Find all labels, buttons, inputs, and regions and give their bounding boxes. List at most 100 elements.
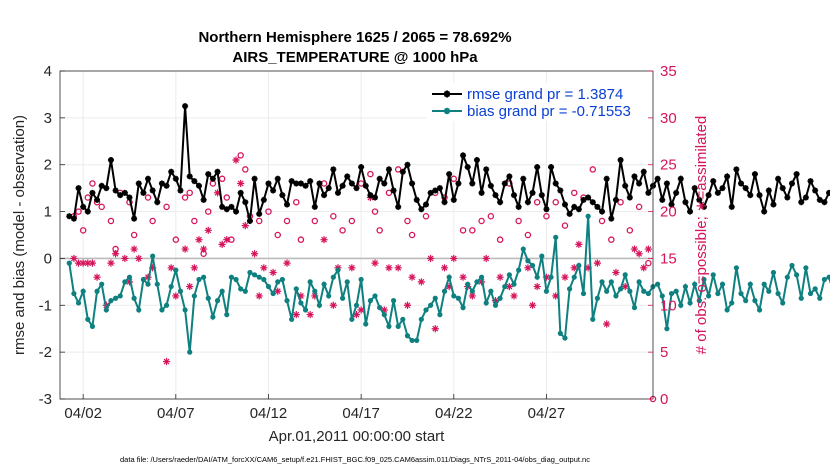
rmse-point <box>775 175 782 182</box>
rmse-point <box>223 206 230 213</box>
obs-possible-point <box>144 194 152 201</box>
rmse-point <box>816 196 823 203</box>
rmse-point <box>233 208 240 215</box>
rmse-point <box>608 215 615 222</box>
bias-point <box>622 272 628 278</box>
rmse-point <box>594 203 601 210</box>
rmse-point <box>260 196 267 203</box>
bias-point <box>784 274 790 280</box>
rmse-point <box>191 178 198 185</box>
rmse-point <box>89 189 96 196</box>
rmse-point <box>418 206 425 213</box>
obs-possible-point <box>533 198 541 206</box>
rmse-point <box>362 182 369 189</box>
obs-assimilated-point <box>459 273 467 281</box>
bias-point <box>455 295 462 301</box>
rmse-point <box>599 208 606 215</box>
obs-assimilated-point <box>394 264 402 272</box>
bias-point <box>655 281 661 287</box>
bias-point <box>270 290 276 297</box>
bias-point <box>562 335 568 341</box>
y-tick-label: -2 <box>39 344 52 361</box>
bias-point <box>682 283 689 290</box>
obs-possible-point <box>552 198 559 206</box>
bias-point <box>386 323 392 329</box>
rmse-point <box>673 189 680 196</box>
bias-point <box>659 293 665 299</box>
bias-point <box>196 276 202 283</box>
rmse-point <box>812 187 819 194</box>
rmse-point <box>112 187 119 194</box>
rmse-point <box>214 168 221 175</box>
obs-possible-point <box>163 203 170 211</box>
bias-point <box>326 293 332 299</box>
y2-tick-label: 5 <box>660 344 668 361</box>
obs-possible-point <box>186 189 193 197</box>
rmse-point <box>687 208 694 215</box>
obs-possible-point <box>635 203 643 211</box>
bias-point <box>529 262 536 269</box>
rmse-point <box>413 196 420 203</box>
obs-possible-point <box>330 213 337 220</box>
y2-tick-label: 30 <box>660 110 677 127</box>
rmse-point <box>515 203 522 210</box>
rmse-point <box>385 166 392 173</box>
rmse-point <box>770 201 777 208</box>
bias-point <box>187 349 193 355</box>
rmse-point <box>103 185 110 192</box>
x-tick-label: 04/02 <box>64 405 102 422</box>
bias-point <box>367 298 373 304</box>
bias-point <box>349 316 355 322</box>
rmse-point <box>158 180 165 187</box>
bias-point <box>733 265 739 271</box>
bias-point <box>140 276 146 283</box>
rmse-point <box>372 194 379 201</box>
rmse-point <box>265 180 272 187</box>
obs-assimilated-point <box>630 245 639 253</box>
obs-possible-point <box>181 194 189 201</box>
rmse-point <box>566 210 573 217</box>
x-axis-label: Apr.01,2011 00:00:00 start <box>269 428 446 445</box>
obs-possible-point <box>617 198 624 206</box>
obs-possible-point <box>515 217 522 225</box>
bias-point <box>488 288 494 294</box>
rmse-point <box>603 175 610 182</box>
bias-point <box>316 302 323 308</box>
bias-point <box>668 290 675 297</box>
y2-tick-label: 10 <box>660 297 677 314</box>
rmse-point <box>121 189 128 196</box>
y-tick-label: 0 <box>44 250 52 267</box>
obs-possible-point <box>608 236 615 243</box>
obs-assimilated-point <box>311 292 319 300</box>
bias-point <box>344 279 350 285</box>
rmse-point <box>195 182 202 189</box>
obs-assimilated-point <box>232 156 240 164</box>
bias-point <box>715 290 721 297</box>
obs-assimilated-point <box>380 306 388 314</box>
obs-assimilated-point <box>213 189 222 197</box>
rmse-point <box>497 199 504 206</box>
y2-tick-label: 0 <box>660 391 668 408</box>
bias-point <box>743 298 749 304</box>
obs-possible-point <box>524 231 532 239</box>
rmse-point <box>636 180 643 187</box>
rmse-point <box>626 194 633 201</box>
rmse-point <box>358 164 365 171</box>
bias-point <box>534 274 540 280</box>
rmse-point <box>186 173 193 180</box>
obs-possible-point <box>408 231 416 239</box>
obs-possible-point <box>237 152 244 159</box>
bias-point <box>136 307 142 313</box>
rmse-point <box>399 168 406 175</box>
bias-point <box>75 300 82 306</box>
bias-point <box>483 300 489 306</box>
bias-point <box>506 272 512 278</box>
bias-point <box>390 298 397 304</box>
bias-point <box>404 333 411 339</box>
obs-possible-point <box>84 194 92 201</box>
bias-point <box>511 281 517 287</box>
bias-point <box>298 300 304 306</box>
y-tick-label: -3 <box>39 391 52 408</box>
bias-point <box>335 267 341 273</box>
bias-point <box>451 293 457 299</box>
